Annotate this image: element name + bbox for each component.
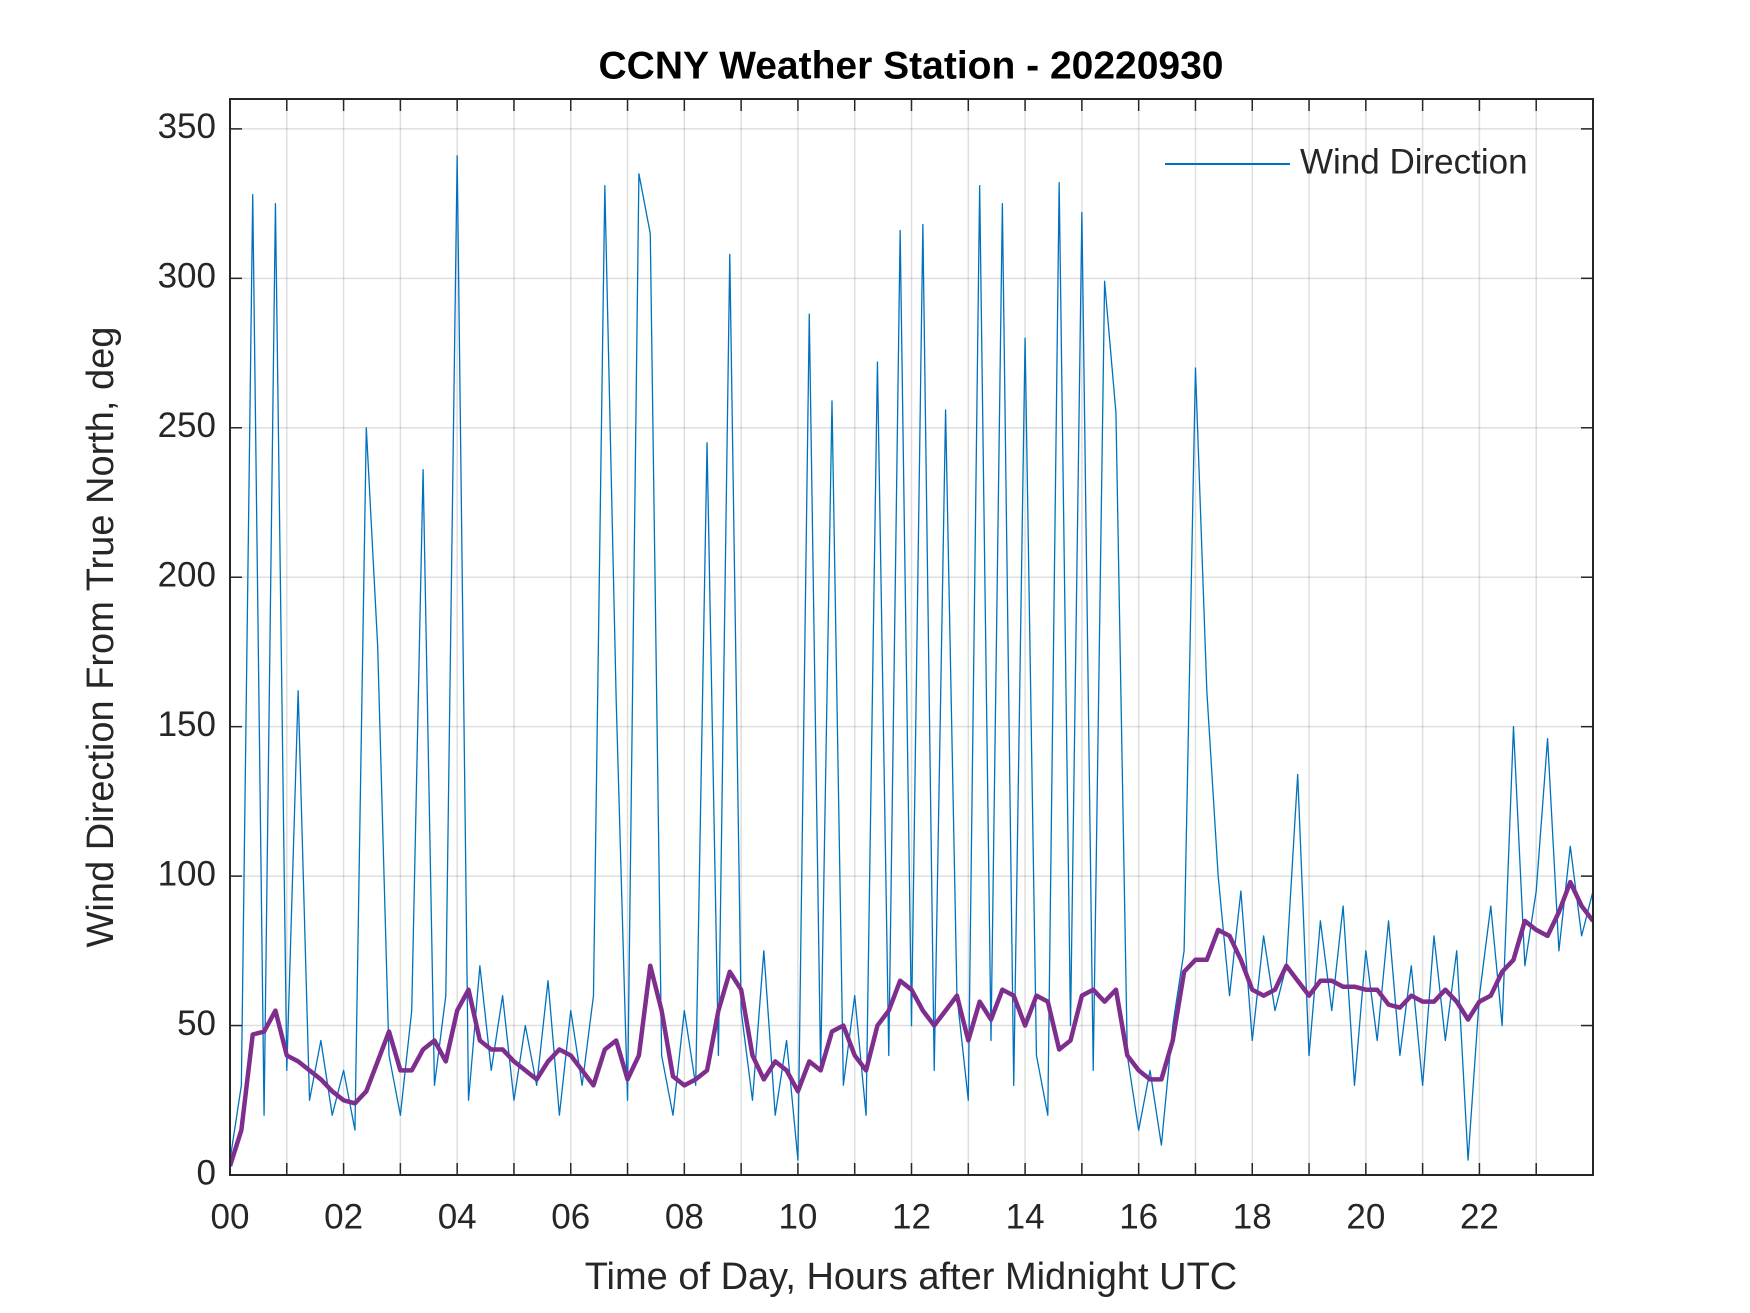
x-tick-label: 10 [778,1197,817,1236]
y-tick-label: 50 [177,1004,216,1043]
x-tick-label: 00 [211,1197,250,1236]
y-tick-label: 300 [158,257,216,296]
data-line [230,879,1593,1167]
x-tick-label: 16 [1119,1197,1158,1236]
x-tick-label: 14 [1006,1197,1045,1236]
y-tick-label: 150 [158,705,216,744]
x-tick-label: 06 [551,1197,590,1236]
y-tick-label: 350 [158,107,216,146]
chart-title: CCNY Weather Station - 20220930 [599,44,1224,87]
y-tick-label: 250 [158,406,216,445]
x-tick-label: 18 [1233,1197,1272,1236]
x-tick-label: 02 [324,1197,363,1236]
x-tick-label: 04 [438,1197,477,1236]
x-axis-label: Time of Day, Hours after Midnight UTC [585,1256,1238,1298]
x-tick-label: 20 [1346,1197,1385,1236]
y-tick-label: 0 [197,1153,216,1192]
data-line [230,155,1593,1161]
x-tick-label: 12 [892,1197,931,1236]
y-axis-label: Wind Direction From True North, deg [80,327,122,948]
legend-label: Wind Direction [1300,142,1528,181]
x-tick-label: 22 [1460,1197,1499,1236]
y-tick-label: 100 [158,854,216,893]
x-tick-label: 08 [665,1197,704,1236]
y-tick-label: 200 [158,555,216,594]
